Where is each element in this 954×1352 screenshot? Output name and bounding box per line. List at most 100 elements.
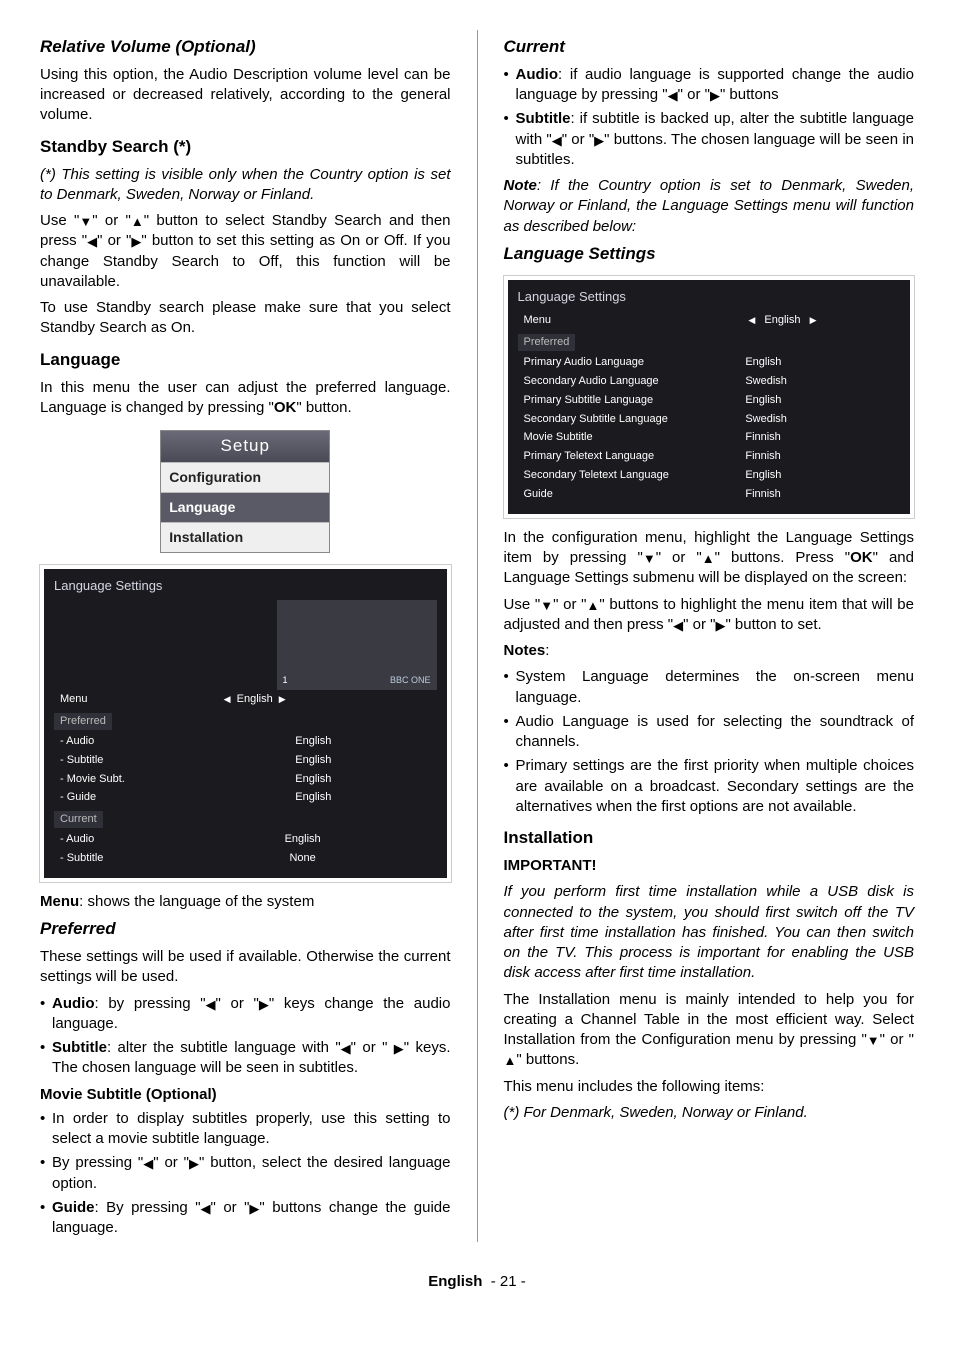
heading-language: Language <box>40 349 451 372</box>
para: Use "▼" or "▲" button to select Standby … <box>40 211 451 292</box>
down-icon: ▼ <box>540 597 553 615</box>
list-item: Audio Language is used for selecting the… <box>504 712 915 753</box>
list-item: In order to display subtitles properly, … <box>40 1109 451 1150</box>
setup-item: Configuration <box>161 462 329 492</box>
list-item: Guide: By pressing "◀" or "▶" buttons ch… <box>40 1198 451 1239</box>
para: (*) For Denmark, Sweden, Norway or Finla… <box>504 1103 915 1123</box>
ls1-preferred-header: Preferred <box>54 713 112 730</box>
ls1-row-value: None <box>169 849 437 868</box>
list-item: Subtitle: if subtitle is backed up, alte… <box>504 109 915 170</box>
right-icon: ▶ <box>807 315 820 325</box>
ls2-row-label: Primary Subtitle Language <box>518 391 740 410</box>
ls2-row-label: Guide <box>518 485 740 504</box>
list-item: Subtitle: alter the subtitle language wi… <box>40 1038 451 1079</box>
ls2-row-value: Finnish <box>739 428 900 447</box>
ls1-current-header: Current <box>54 811 103 828</box>
left-icon: ◀ <box>745 315 758 325</box>
ls1-row-value: English <box>169 830 437 849</box>
up-icon: ▲ <box>504 1052 517 1070</box>
channel-number: 1 <box>283 674 288 686</box>
ls2-row-label: Primary Teletext Language <box>518 447 740 466</box>
ls1-row-value: English <box>289 751 436 770</box>
right-icon: ▶ <box>259 996 269 1014</box>
ls2-preferred-header: Preferred <box>518 334 576 351</box>
setup-menu-screenshot: Setup Configuration Language Installatio… <box>160 430 330 553</box>
column-divider <box>477 30 478 1242</box>
left-icon: ◀ <box>87 233 97 251</box>
heading-installation: Installation <box>504 827 915 850</box>
ls2-title: Language Settings <box>518 288 901 306</box>
right-icon: ▶ <box>131 233 141 251</box>
down-icon: ▼ <box>79 213 92 231</box>
left-icon: ◀ <box>143 1155 153 1173</box>
para: In the configuration menu, highlight the… <box>504 528 915 589</box>
para: This menu includes the following items: <box>504 1077 915 1097</box>
right-icon: ▶ <box>249 1200 259 1218</box>
ls1-row-label: - Subtitle <box>54 751 289 770</box>
ls1-menu-value: English <box>237 693 273 705</box>
notes-list: System Language determines the on-screen… <box>504 667 915 817</box>
para: In this menu the user can adjust the pre… <box>40 378 451 419</box>
ls1-row-label: - Guide <box>54 788 289 807</box>
ls1-row-label: - Audio <box>54 830 169 849</box>
footer-language: English <box>428 1273 482 1290</box>
setup-title: Setup <box>161 431 329 462</box>
ls1-row-label: - Audio <box>54 732 289 751</box>
down-icon: ▼ <box>643 550 656 568</box>
up-icon: ▲ <box>587 597 600 615</box>
language-settings-screenshot-2: Language Settings Menu◀ English ▶ Prefer… <box>504 276 915 518</box>
para: Menu: shows the language of the system <box>40 892 451 912</box>
ls2-row-value: English <box>739 391 900 410</box>
list-item: Audio: if audio language is supported ch… <box>504 65 915 106</box>
ls2-row-label: Movie Subtitle <box>518 428 740 447</box>
ls2-row-value: Swedish <box>739 372 900 391</box>
para: The Installation menu is mainly intended… <box>504 990 915 1071</box>
ls2-row-value: Finnish <box>739 447 900 466</box>
left-icon: ◀ <box>341 1040 351 1058</box>
para: Note: If the Country option is set to De… <box>504 176 915 237</box>
left-icon: ◀ <box>201 1200 211 1218</box>
right-column: Current Audio: if audio language is supp… <box>504 30 915 1242</box>
ls1-row-label: - Subtitle <box>54 849 169 868</box>
para: These settings will be used if available… <box>40 947 451 988</box>
channel-name: BBC ONE <box>390 674 431 686</box>
para: Notes: <box>504 641 915 661</box>
language-settings-screenshot-1: Language Settings 1 BBC ONE Menu ◀ Englis… <box>40 565 451 882</box>
ls2-row-value: English <box>739 353 900 372</box>
ls1-title: Language Settings <box>54 577 437 595</box>
list-item: Audio: by pressing "◀" or "▶" keys chang… <box>40 994 451 1035</box>
tv-preview: 1 BBC ONE <box>277 600 437 690</box>
current-list: Audio: if audio language is supported ch… <box>504 65 915 170</box>
footer-page: - 21 - <box>491 1273 526 1290</box>
ls2-row-label: Secondary Teletext Language <box>518 466 740 485</box>
right-icon: ▶ <box>276 694 289 704</box>
preferred-list: Audio: by pressing "◀" or "▶" keys chang… <box>40 994 451 1079</box>
ls1-row-value: English <box>289 770 436 789</box>
ls1-menu-label: Menu <box>54 690 215 709</box>
down-icon: ▼ <box>867 1032 880 1050</box>
heading-current: Current <box>504 36 915 59</box>
up-icon: ▲ <box>131 213 144 231</box>
right-icon: ▶ <box>594 132 604 150</box>
ls1-row-value: English <box>289 732 436 751</box>
list-item: System Language determines the on-screen… <box>504 667 915 708</box>
up-icon: ▲ <box>702 550 715 568</box>
left-icon: ◀ <box>673 617 683 635</box>
setup-item: Installation <box>161 522 329 552</box>
ls1-row-value: English <box>289 788 436 807</box>
left-icon: ◀ <box>668 87 678 105</box>
right-icon: ▶ <box>189 1155 199 1173</box>
ls2-row-label: Secondary Audio Language <box>518 372 740 391</box>
movie-subtitle-list: In order to display subtitles properly, … <box>40 1109 451 1239</box>
para: If you perform first time installation w… <box>504 882 915 983</box>
heading-language-settings: Language Settings <box>504 243 915 266</box>
ls2-row-value: Swedish <box>739 410 900 429</box>
para: To use Standby search please make sure t… <box>40 298 451 339</box>
page-footer: English - 21 - <box>40 1272 914 1292</box>
ls2-row-label: Secondary Subtitle Language <box>518 410 740 429</box>
left-column: Relative Volume (Optional) Using this op… <box>40 30 451 1242</box>
ls2-row-value: English <box>739 466 900 485</box>
left-icon: ◀ <box>221 694 234 704</box>
para: Use "▼" or "▲" buttons to highlight the … <box>504 595 915 636</box>
ls2-row-label: Primary Audio Language <box>518 353 740 372</box>
